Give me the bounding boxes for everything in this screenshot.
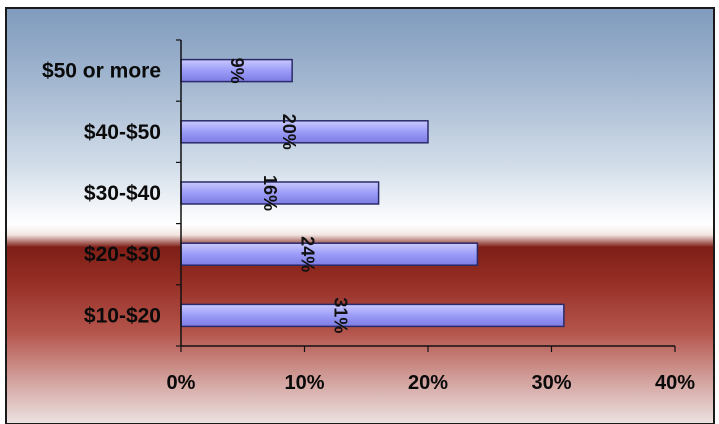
- data-label: 9%: [227, 58, 247, 84]
- category-label: $40-$50: [84, 121, 161, 144]
- bar-1: [180, 120, 429, 144]
- data-label: 24%: [298, 236, 318, 272]
- x-tick-label: 40%: [655, 372, 695, 394]
- x-tick-label: 20%: [408, 372, 448, 394]
- chart-background: [5, 7, 715, 424]
- data-label: 31%: [330, 297, 350, 333]
- category-label: $50 or more: [42, 60, 161, 83]
- x-tick-label: 10%: [284, 372, 324, 394]
- category-label: $10-$20: [84, 304, 161, 327]
- data-label: 16%: [260, 175, 280, 211]
- x-tick-label: 30%: [531, 372, 571, 394]
- bar-3: [180, 242, 479, 266]
- category-labels: $50 or more $40-$50 $30-$40 $20-$30 $10-$20: [42, 60, 161, 328]
- x-tick-label: 0%: [167, 372, 196, 394]
- data-labels: 9% 20% 16% 24% 31%: [227, 58, 350, 334]
- category-label: $20-$30: [84, 243, 161, 266]
- bar-4: [180, 303, 565, 328]
- x-tick-labels: 0% 10% 20% 30% 40%: [167, 372, 696, 394]
- data-label: 20%: [279, 114, 299, 150]
- category-label: $30-$40: [84, 182, 161, 205]
- bars-layer: [180, 58, 565, 328]
- ticks-layer: [176, 39, 676, 352]
